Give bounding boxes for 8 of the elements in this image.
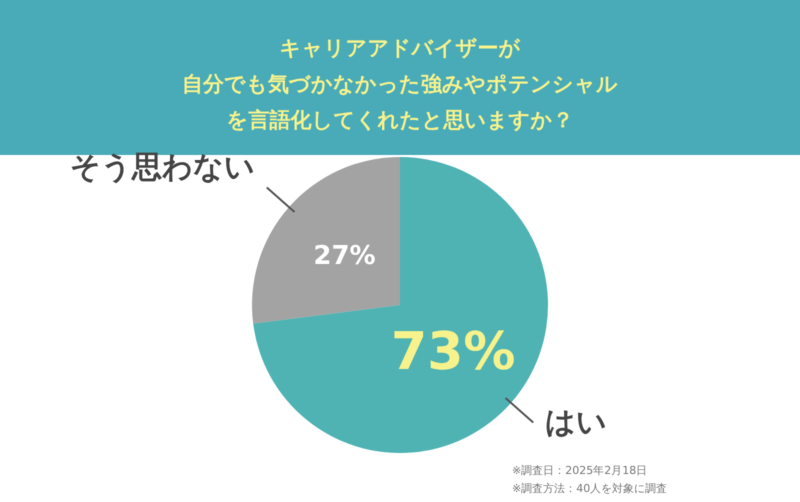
slice-label: はい <box>545 404 608 440</box>
data-label: 73% <box>391 322 516 382</box>
data-label: 27% <box>313 241 376 272</box>
slice-label: そう思わない <box>70 150 255 186</box>
text: ※調査方法：40人を対象に調査 <box>512 482 668 495</box>
text: ※調査日：2025年2月18日 <box>512 464 648 477</box>
chart-subtitle: 自分でも気づかなかった強みやポテンシャルを言語化してくれたと思いますか？ <box>181 71 619 134</box>
chart-title: キャリアアドバイザーが <box>278 35 522 62</box>
